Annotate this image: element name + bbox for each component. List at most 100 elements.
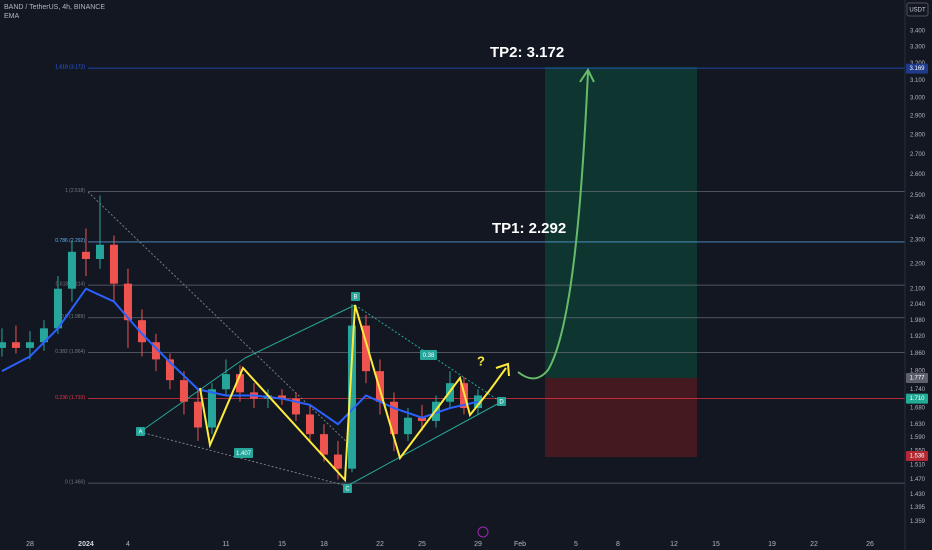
price-tag bbox=[906, 450, 928, 461]
ratio-tag bbox=[420, 350, 437, 360]
candle-body bbox=[165, 359, 174, 381]
candle-body bbox=[151, 342, 160, 360]
candle-body bbox=[39, 328, 48, 343]
y-tick-label: 1.630 bbox=[910, 422, 926, 428]
candle-body bbox=[207, 389, 216, 428]
candle-body bbox=[361, 325, 370, 372]
x-tick-label: 26 bbox=[866, 541, 874, 548]
currency-label[interactable]: USDT bbox=[909, 8, 926, 14]
y-tick-label: 1.920 bbox=[910, 334, 926, 340]
y-tick-label: 1.980 bbox=[910, 318, 926, 324]
y-tick-label: 1.430 bbox=[910, 492, 926, 498]
x-tick-label: 8 bbox=[616, 541, 620, 548]
x-tick-label: 25 bbox=[418, 541, 426, 548]
y-tick-label: 3.300 bbox=[910, 45, 926, 51]
point-tag bbox=[343, 484, 352, 493]
ratio-label: 1.407 bbox=[236, 451, 252, 457]
point-label: D bbox=[499, 400, 504, 406]
fib-label: 1 (2.518) bbox=[65, 188, 85, 194]
candle-body bbox=[221, 374, 230, 390]
symbol-title: BAND / TetherUS, 4h, BINANCE bbox=[4, 4, 105, 11]
fib-label: 1.618 (3.172) bbox=[55, 64, 85, 70]
y-tick-label: 2.600 bbox=[910, 172, 926, 178]
x-tick-label: 15 bbox=[278, 541, 286, 548]
candle-body bbox=[81, 251, 90, 259]
y-tick-label: 2.500 bbox=[910, 193, 926, 199]
x-tick-label: 28 bbox=[26, 541, 34, 548]
point-tag bbox=[136, 427, 145, 436]
point-label: A bbox=[138, 430, 142, 436]
y-tick-label: 1.590 bbox=[910, 435, 926, 441]
projection-curve bbox=[517, 71, 589, 380]
ema-line bbox=[1, 287, 479, 426]
profit-zone bbox=[545, 67, 697, 378]
y-tick-label: 1.395 bbox=[910, 505, 926, 511]
pattern-arrow bbox=[489, 367, 507, 391]
y-tick-label: 1.510 bbox=[910, 463, 926, 469]
indicator-label: EMA bbox=[4, 13, 20, 20]
candle-body bbox=[193, 401, 202, 428]
question-mark: ? bbox=[477, 353, 485, 368]
candle-body bbox=[389, 401, 398, 435]
candle-body bbox=[0, 342, 6, 348]
event-icon[interactable] bbox=[477, 526, 489, 538]
x-tick-label: Feb bbox=[514, 541, 526, 548]
candle-body bbox=[11, 342, 20, 348]
candle-body bbox=[179, 380, 188, 402]
y-tick-label: 3.400 bbox=[910, 29, 926, 35]
y-tick-label: 2.200 bbox=[910, 261, 926, 267]
x-tick-label: 19 bbox=[768, 541, 776, 548]
tp2-label: TP2: 3.172 bbox=[490, 44, 564, 61]
currency-button[interactable] bbox=[906, 2, 929, 17]
candle-body bbox=[403, 417, 412, 435]
point-label: B bbox=[353, 295, 357, 301]
price-tag-label: 1.777 bbox=[909, 376, 925, 382]
fib-label: 0.786 (2.292) bbox=[55, 238, 85, 244]
candle-body bbox=[333, 454, 342, 469]
candle-body bbox=[95, 244, 104, 259]
fib-label: 0.236 (1.710) bbox=[55, 395, 85, 401]
tp1-label: TP1: 2.292 bbox=[492, 220, 566, 237]
point-tag bbox=[497, 397, 506, 406]
price-tag bbox=[906, 393, 928, 404]
pattern-zigzag bbox=[199, 304, 491, 483]
channel-line bbox=[139, 357, 246, 433]
y-tick-label: 2.800 bbox=[910, 132, 926, 138]
y-tick-label: 2.700 bbox=[910, 152, 926, 158]
candle-body bbox=[25, 342, 34, 348]
y-tick-label: 1.359 bbox=[910, 519, 926, 525]
x-tick-label: 22 bbox=[810, 541, 818, 548]
candle-body bbox=[277, 395, 286, 399]
y-tick-label: 1.680 bbox=[910, 406, 926, 412]
x-tick-label: 29 bbox=[474, 541, 482, 548]
candle-body bbox=[53, 288, 62, 329]
price-tag-label: 1.536 bbox=[909, 454, 925, 460]
price-tag bbox=[906, 63, 928, 74]
x-tick-label: 15 bbox=[712, 541, 720, 548]
price-tag bbox=[906, 373, 928, 384]
x-tick-label: 12 bbox=[670, 541, 678, 548]
y-tick-label: 2.100 bbox=[910, 286, 926, 292]
x-tick-label: 2024 bbox=[78, 541, 94, 548]
channel-line bbox=[354, 304, 502, 403]
y-tick-label: 1.800 bbox=[910, 369, 926, 375]
ratio-label: 0.38 bbox=[423, 353, 435, 359]
y-tick-label: 2.300 bbox=[910, 238, 926, 244]
candle-body bbox=[67, 251, 76, 289]
fib-label: 0.5 (1.989) bbox=[61, 314, 86, 320]
point-label: C bbox=[345, 487, 350, 493]
fib-label: 0.382 (1.864) bbox=[55, 349, 85, 355]
x-tick-label: 22 bbox=[376, 541, 384, 548]
projection-arrow bbox=[579, 68, 595, 83]
candle-body bbox=[291, 398, 300, 415]
y-tick-label: 3.100 bbox=[910, 78, 926, 84]
candle-body bbox=[417, 417, 426, 421]
candle-body bbox=[235, 374, 244, 393]
trend-line bbox=[87, 191, 356, 451]
x-tick-label: 11 bbox=[222, 541, 229, 548]
y-tick-label: 3.000 bbox=[910, 96, 926, 102]
price-tag-label: 1.710 bbox=[909, 396, 925, 402]
candle-body bbox=[319, 434, 328, 455]
